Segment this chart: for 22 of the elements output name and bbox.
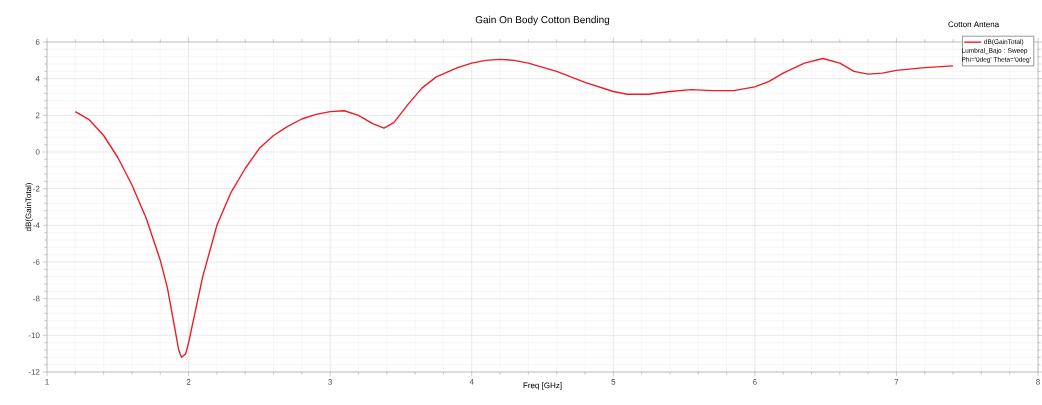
y-tick-label: -6 [33, 259, 40, 265]
x-tick-label: 3 [328, 379, 333, 385]
y-tick-label: 0 [35, 149, 40, 155]
y-tick-label: -8 [33, 295, 40, 302]
x-tick-label: 4 [469, 379, 474, 385]
x-tick-label: 1 [45, 379, 49, 385]
y-tick-label: -12 [28, 369, 40, 375]
x-tick-label: 6 [753, 379, 757, 385]
y-tick-label: -10 [28, 332, 40, 339]
y-axis-title: dB(GainTotal) [25, 183, 33, 232]
chart-title: Gain On Body Cotton Bending [475, 15, 610, 26]
x-tick-label: 2 [186, 379, 191, 385]
x-axis-title: Freq [GHz] [523, 382, 562, 390]
y-tick-label: -4 [33, 222, 40, 229]
text: Cotton Antena [948, 21, 1000, 28]
x-tick-label: 5 [611, 379, 616, 385]
y-tick-label: 6 [35, 39, 40, 45]
x-tick-label: 7 [894, 379, 899, 385]
y-tick-label: 4 [35, 75, 40, 82]
y-tick-label: 2 [35, 112, 40, 119]
x-tick-label: 8 [1036, 379, 1040, 385]
y-tick-label: -2 [33, 185, 40, 192]
